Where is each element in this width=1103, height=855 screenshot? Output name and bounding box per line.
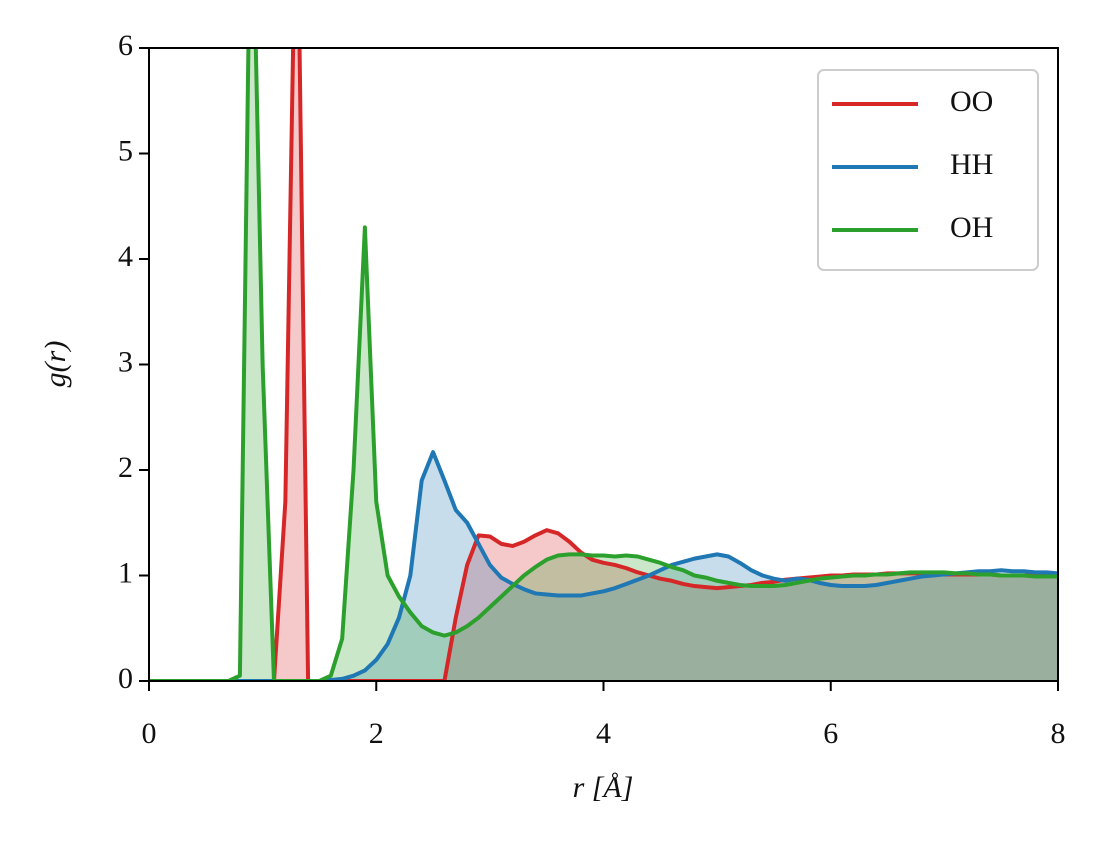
legend-box bbox=[817, 69, 1039, 271]
y-tick-label: 6 bbox=[118, 29, 133, 62]
x-tick-label: 6 bbox=[823, 717, 838, 750]
y-tick-label: 0 bbox=[118, 662, 133, 695]
y-tick-label: 5 bbox=[118, 134, 133, 167]
x-tick-label: 0 bbox=[142, 717, 157, 750]
y-axis-label: g(r) bbox=[39, 341, 72, 388]
y-tick-label: 1 bbox=[118, 556, 133, 589]
x-axis-label: r [Å] bbox=[573, 771, 634, 804]
area-fill bbox=[149, 48, 1058, 681]
y-tick-label: 2 bbox=[118, 451, 133, 484]
x-tick-label: 4 bbox=[596, 717, 611, 750]
legend-label: HH bbox=[950, 148, 993, 181]
legend-label: OO bbox=[950, 85, 993, 118]
plot-area bbox=[149, 48, 1058, 681]
line bbox=[149, 450, 1058, 681]
area-fill bbox=[149, 48, 1058, 681]
line bbox=[149, 48, 1058, 681]
area-fill bbox=[149, 452, 1058, 681]
y-tick-label: 4 bbox=[118, 240, 133, 273]
legend-label: OH bbox=[950, 211, 993, 244]
x-tick-label: 2 bbox=[369, 717, 384, 750]
y-tick-label: 3 bbox=[118, 345, 133, 378]
x-tick-label: 8 bbox=[1051, 717, 1066, 750]
